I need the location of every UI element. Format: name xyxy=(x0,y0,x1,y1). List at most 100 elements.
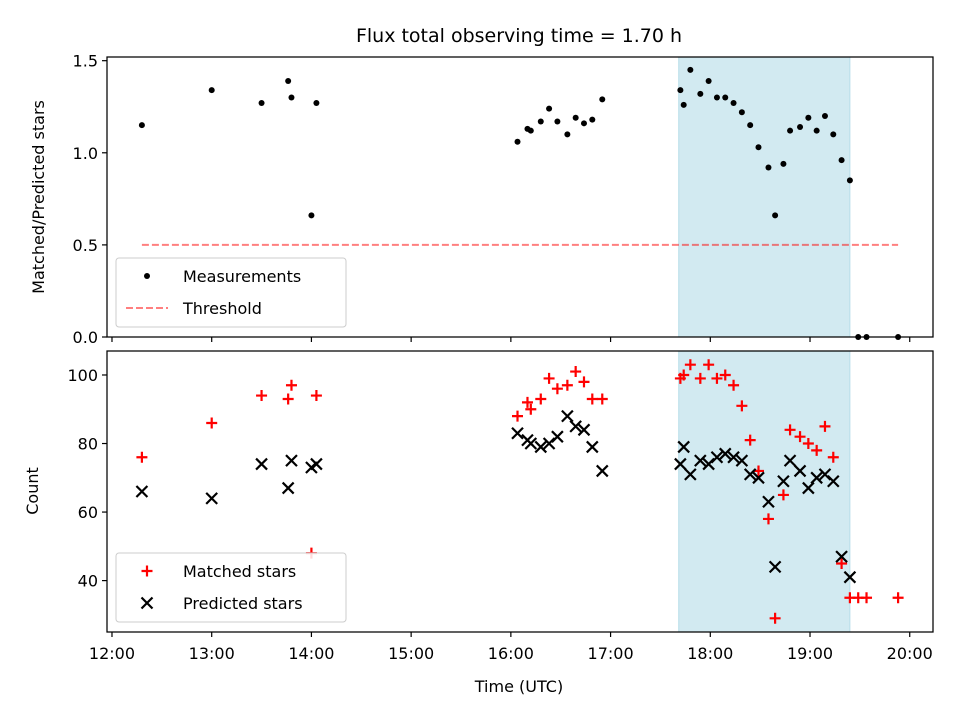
bot-series1-point-13 xyxy=(561,409,574,423)
bot-legend-handle-1 xyxy=(140,596,154,610)
bot-series1-point-21 xyxy=(694,454,707,467)
top-x-ticks xyxy=(111,337,911,342)
top-series0-point-26 xyxy=(738,109,745,116)
top-legend-handle-0 xyxy=(144,273,150,279)
bot-series1-point-39 xyxy=(843,570,857,584)
bot-series1-point-27 xyxy=(743,468,757,481)
bottom-panel: 40 60 80 100 12:00 13:00 14:00 15:00 16:00 17:00… xyxy=(23,350,934,696)
bot-series1-point-25 xyxy=(727,450,740,464)
bot-series0-point-23 xyxy=(711,372,723,384)
bot-series1-point-33 xyxy=(793,464,807,478)
bot-y-tick-label-1: 60 xyxy=(78,503,98,522)
top-series0-point-28 xyxy=(755,144,762,151)
bot-series0-point-11 xyxy=(543,372,555,384)
bot-series0-point-37 xyxy=(827,451,839,463)
bot-series0-point-6 xyxy=(310,390,322,402)
top-y-axis: 0.0 0.5 1.0 1.5 xyxy=(73,52,107,347)
top-series0-point-23 xyxy=(713,94,720,101)
top-y-tick-label-1: 0.5 xyxy=(73,236,98,255)
bot-series0-point-22 xyxy=(703,359,715,371)
top-y-tick-label-3: 1.5 xyxy=(73,52,98,71)
bot-series1-point-15 xyxy=(577,423,591,437)
bot-series1-point-38 xyxy=(835,550,848,563)
bot-y-tick-label-3: 100 xyxy=(67,366,98,385)
bot-series1-point-3 xyxy=(281,481,295,495)
top-y-axis-label: Matched/Predicted stars xyxy=(29,100,48,294)
bot-legend-box xyxy=(115,552,347,623)
bot-series1-point-29 xyxy=(762,495,775,509)
top-series0-point-10 xyxy=(537,118,544,125)
bot-series0-point-13 xyxy=(561,379,573,391)
bot-series0-point-34 xyxy=(802,438,814,450)
x-axis-label: Time (UTC) xyxy=(474,677,563,696)
top-series0-point-25 xyxy=(730,100,737,107)
bot-series1-point-16 xyxy=(586,440,599,454)
bot-series1-point-10 xyxy=(534,440,548,454)
bot-series1-point-1 xyxy=(205,492,218,505)
top-series0-point-12 xyxy=(554,118,561,125)
bot-series0-point-21 xyxy=(694,372,706,384)
bottom-series-marks xyxy=(135,359,904,624)
bot-series1-point-7 xyxy=(511,426,524,440)
top-series0-point-1 xyxy=(208,87,215,94)
bot-series1-point-30 xyxy=(768,560,782,574)
bot-series0-point-25 xyxy=(728,379,740,391)
x-tick-label-1: 13:00 xyxy=(189,644,235,663)
top-series0-point-2 xyxy=(258,100,265,107)
bot-series0-point-29 xyxy=(762,513,774,525)
bot-series0-point-33 xyxy=(794,431,806,443)
bot-series0-point-4 xyxy=(285,379,297,391)
bot-series1-point-17 xyxy=(595,464,609,478)
bot-series0-point-35 xyxy=(811,444,823,456)
top-series0-point-4 xyxy=(288,94,295,101)
bot-series1-point-18 xyxy=(674,457,687,471)
top-series0-point-27 xyxy=(747,122,754,129)
bot-series0-point-27 xyxy=(744,434,756,446)
bot-series0-point-12 xyxy=(551,383,563,395)
bottom-y-axis-label: Count xyxy=(23,467,42,515)
bot-y-tick-label-0: 40 xyxy=(78,572,98,591)
top-series0-point-29 xyxy=(765,164,772,171)
bot-series1-point-9 xyxy=(524,437,538,450)
top-series0-point-16 xyxy=(589,116,596,123)
top-series0-point-13 xyxy=(564,131,571,138)
bot-series1-point-34 xyxy=(802,481,815,495)
bot-series0-point-20 xyxy=(684,359,696,371)
bot-legend-label-1: Predicted stars xyxy=(183,594,303,613)
bot-series1-point-2 xyxy=(255,457,268,471)
top-series0-point-15 xyxy=(580,120,587,127)
top-y-tick-label-2: 1.0 xyxy=(73,144,98,163)
top-series0-point-30 xyxy=(772,212,779,219)
bot-series1-point-24 xyxy=(718,447,732,461)
top-series0-point-3 xyxy=(285,77,292,84)
bot-series0-point-1 xyxy=(206,417,218,429)
bot-series0-point-16 xyxy=(586,393,598,405)
top-series0-point-0 xyxy=(138,122,145,129)
bot-series1-point-6 xyxy=(310,457,323,471)
bot-series1-point-26 xyxy=(735,454,749,467)
top-series0-point-5 xyxy=(308,212,315,219)
bottom-x-axis: 12:00 13:00 14:00 15:00 16:00 17:00 18:00 19:00… xyxy=(89,632,933,663)
bot-series0-point-30 xyxy=(769,612,781,624)
bot-series0-point-41 xyxy=(861,592,873,604)
x-tick-label-8: 20:00 xyxy=(887,644,933,663)
top-series0-point-22 xyxy=(705,77,712,84)
top-series0-point-9 xyxy=(527,127,534,134)
bot-series0-point-38 xyxy=(836,557,848,569)
bot-series1-point-14 xyxy=(569,420,582,433)
top-series0-point-36 xyxy=(821,112,828,119)
bot-series0-point-3 xyxy=(282,393,294,405)
bot-series0-point-19 xyxy=(678,369,690,381)
top-series0-point-14 xyxy=(572,114,579,121)
bot-series0-point-42 xyxy=(892,592,904,604)
bot-series0-point-8 xyxy=(521,396,533,408)
bot-legend-label-0: Matched stars xyxy=(183,562,296,581)
top-legend-label-1: Threshold xyxy=(182,299,262,318)
bottom-legend: Matched stars Predicted stars xyxy=(115,552,347,623)
bot-series0-point-24 xyxy=(719,369,731,381)
top-series0-point-17 xyxy=(599,96,606,103)
bottom-highlight-span xyxy=(678,350,851,633)
bot-series1-point-19 xyxy=(677,440,690,454)
bot-series1-point-31 xyxy=(777,474,790,488)
x-tick-label-2: 14:00 xyxy=(288,644,334,663)
